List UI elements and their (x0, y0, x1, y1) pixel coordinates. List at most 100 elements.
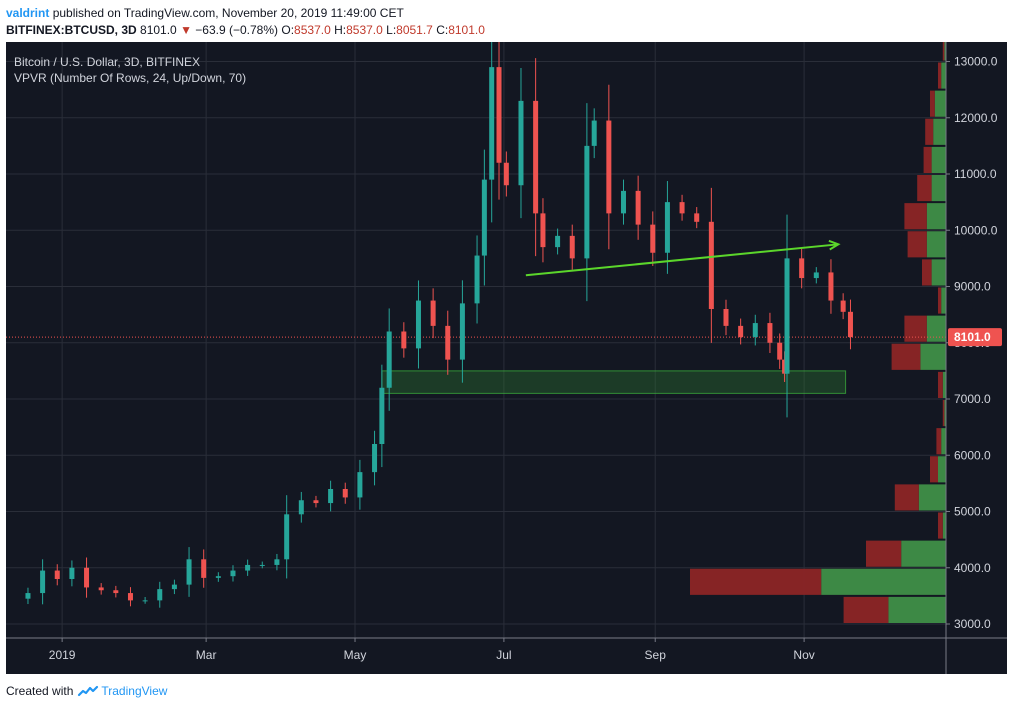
candle-body (840, 300, 846, 312)
candle-body (738, 325, 744, 338)
vp-up-bar (941, 428, 946, 455)
vp-up-bar (926, 231, 946, 258)
vp-down-bar (894, 484, 919, 511)
symbol-name: BITFINEX:BTCUSD, 3D (6, 23, 137, 37)
open-label: O: (281, 23, 295, 37)
candle-body (186, 559, 192, 585)
vp-down-bar (904, 315, 927, 342)
candle-body (496, 67, 502, 163)
candle-body (555, 235, 561, 248)
high-value: 8537.0 (346, 23, 383, 37)
vp-down-bar (938, 287, 942, 314)
x-tick-label: Jul (496, 648, 511, 662)
vp-up-bar (931, 259, 946, 286)
author-name[interactable]: valdrint (6, 6, 50, 20)
candle-body (245, 564, 251, 571)
x-tick-label: Mar (196, 648, 217, 662)
vp-down-bar (690, 568, 822, 595)
candle-body (25, 593, 31, 599)
grid-lines (6, 42, 946, 638)
vp-up-bar (920, 343, 946, 370)
time-axis[interactable]: 2019 Mar May Jul Sep Nov (49, 638, 815, 662)
candle-body (430, 300, 436, 326)
vp-up-bar (938, 456, 946, 483)
candle-body (215, 576, 221, 578)
y-tick-label: 11000.0 (954, 167, 997, 181)
vp-up-bar (944, 42, 946, 61)
candle-body (784, 258, 790, 374)
symbol-line: BITFINEX:BTCUSD, 3D 8101.0 ▼ −63.9 (−0.7… (6, 23, 485, 37)
candle-body (752, 323, 758, 338)
candle-body (474, 255, 480, 304)
vp-up-bar (933, 118, 946, 145)
vp-up-bar (941, 62, 946, 89)
vp-up-bar (931, 175, 946, 202)
vp-down-bar (930, 90, 935, 117)
vp-up-bar (926, 315, 946, 342)
candle-body (828, 272, 834, 301)
vp-down-bar (866, 540, 902, 567)
brand-name[interactable]: TradingView (101, 684, 168, 698)
candle-body (84, 567, 90, 588)
candle-body (620, 190, 626, 214)
ohlc-values: O:8537.0 H:8537.0 L:8051.7 C:8101.0 (281, 23, 485, 37)
support-zone (381, 370, 847, 394)
candle-body (694, 213, 700, 222)
candle-body (481, 179, 487, 256)
vp-down-bar (922, 259, 932, 286)
candle-body (533, 100, 539, 214)
x-tick-label: Nov (793, 648, 814, 662)
candle-body (799, 258, 805, 279)
candle-body (584, 145, 590, 259)
high-label: H: (334, 23, 347, 37)
candle-body (767, 323, 773, 343)
candle-body (113, 590, 119, 594)
candle-body (328, 489, 334, 504)
vp-up-bar (918, 484, 946, 511)
candle-body (635, 190, 641, 225)
candle-body (591, 120, 597, 146)
candle-body (40, 570, 46, 594)
candle-body (664, 202, 670, 253)
low-value: 8051.7 (396, 23, 433, 37)
close-label: C: (436, 23, 449, 37)
candle-body (503, 162, 509, 186)
vp-up-bar (888, 596, 946, 623)
last-price: 8101.0 (140, 23, 177, 37)
indicator-label[interactable]: VPVR (Number Of Rows, 24, Up/Down, 70) (14, 71, 246, 85)
vp-down-bar (942, 42, 945, 61)
vp-up-bar (901, 540, 946, 567)
volume-profile (690, 42, 946, 623)
y-tick-label: 3000.0 (954, 617, 991, 631)
candle-body (540, 213, 546, 248)
x-tick-label: Sep (645, 648, 667, 662)
vp-up-bar (931, 146, 946, 173)
candle-body (298, 500, 304, 515)
candle-body (569, 235, 575, 259)
last-price-badge (948, 328, 1002, 347)
candle-body (127, 593, 133, 601)
candle-body (274, 559, 280, 565)
y-tick-label: 10000.0 (954, 223, 998, 237)
price-axis[interactable]: 3000.04000.05000.06000.07000.08000.09000… (946, 55, 998, 632)
last-price-label: 8101.0 (954, 330, 991, 344)
candle-body (171, 584, 177, 590)
vp-up-bar (934, 90, 946, 117)
candle-body (142, 600, 148, 602)
candle-body (98, 587, 104, 591)
vp-down-bar (891, 343, 921, 370)
candle-body (69, 567, 75, 579)
candle-body (489, 67, 495, 180)
vp-down-bar (938, 371, 943, 398)
candle-body (679, 202, 685, 214)
price-change: −63.9 (−0.78%) (195, 23, 279, 37)
price-chart[interactable]: 3000.04000.05000.06000.07000.08000.09000… (6, 42, 1007, 674)
vp-up-bar (821, 568, 946, 595)
y-tick-label: 13000.0 (954, 55, 998, 69)
vp-down-bar (930, 456, 938, 483)
low-label: L: (386, 23, 397, 37)
open-value: 8537.0 (294, 23, 331, 37)
vp-down-bar (843, 596, 889, 623)
candle-body (650, 224, 656, 253)
trendline[interactable] (525, 243, 839, 277)
